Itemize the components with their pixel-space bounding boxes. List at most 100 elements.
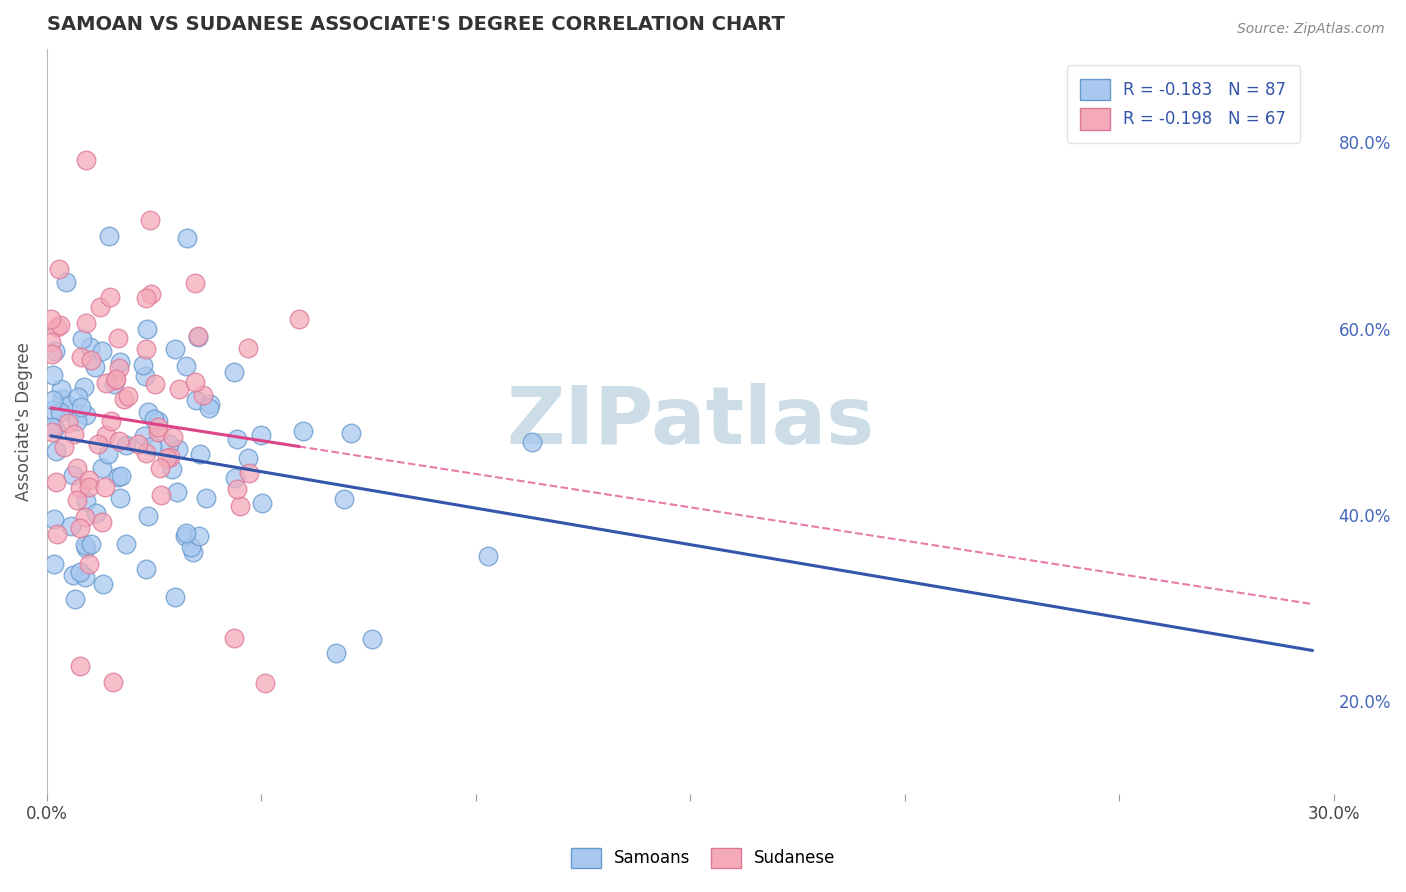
Point (250, 496, 273, 510)
Point (44, 512, 66, 526)
Point (59, 519, 82, 533)
Point (39, 312, 62, 326)
Point (115, 537, 138, 551)
Point (41, 425, 63, 440)
Point (117, 389, 139, 403)
Point (45, 320, 67, 334)
Point (75, 541, 97, 555)
Point (149, 488, 172, 502)
Point (224, 471, 246, 485)
Point (39, 335, 62, 350)
Point (87, 437, 110, 451)
Point (224, 365, 246, 379)
Point (104, 373, 127, 387)
Point (180, 540, 202, 554)
Point (48, 262, 70, 277)
Point (42, 393, 65, 408)
Point (142, 412, 165, 426)
Point (225, 432, 247, 446)
Point (135, 342, 157, 356)
Point (325, 646, 347, 660)
Point (42, 368, 65, 382)
Point (139, 212, 162, 227)
Point (112, 392, 135, 407)
Point (101, 675, 124, 690)
Point (89, 300, 111, 314)
Point (69, 481, 91, 495)
Point (187, 328, 209, 343)
Point (292, 424, 315, 438)
Point (141, 439, 163, 453)
Point (135, 291, 157, 305)
Point (42, 557, 65, 571)
Legend: R = -0.183   N = 87, R = -0.198   N = 67: R = -0.183 N = 87, R = -0.198 N = 67 (1067, 65, 1299, 143)
Point (108, 355, 131, 369)
Point (77, 558, 100, 572)
Point (98, 290, 121, 304)
Point (194, 491, 217, 505)
Point (146, 419, 169, 434)
Point (238, 466, 260, 480)
Point (49, 405, 72, 419)
Point (163, 591, 186, 605)
Point (166, 485, 188, 500)
Point (360, 632, 382, 647)
Point (108, 434, 131, 448)
Point (51, 392, 73, 406)
Point (53, 440, 76, 454)
Point (75, 570, 97, 584)
Point (73, 538, 96, 552)
Text: Source: ZipAtlas.com: Source: ZipAtlas.com (1237, 22, 1385, 37)
Point (66, 493, 89, 508)
Point (138, 508, 160, 523)
Point (143, 377, 166, 392)
Point (181, 545, 204, 559)
Point (197, 401, 219, 415)
Point (41, 346, 63, 360)
Point (69, 400, 91, 414)
Point (77, 473, 100, 487)
Point (69, 566, 91, 580)
Point (98, 228, 121, 243)
Point (134, 369, 156, 384)
Point (49, 383, 72, 397)
Point (107, 331, 129, 345)
Point (69, 521, 91, 535)
Point (79, 340, 101, 354)
Point (138, 405, 160, 419)
Point (148, 414, 170, 428)
Point (69, 351, 91, 365)
Point (46, 527, 69, 541)
Point (94, 376, 117, 391)
Point (75, 494, 97, 508)
Point (75, 316, 97, 330)
Point (135, 562, 157, 576)
Point (80, 537, 103, 551)
Point (55, 275, 77, 289)
Text: SAMOAN VS SUDANESE ASSOCIATE'S DEGREE CORRELATION CHART: SAMOAN VS SUDANESE ASSOCIATE'S DEGREE CO… (46, 15, 785, 34)
Point (45, 444, 67, 458)
Point (135, 446, 157, 460)
Point (73, 380, 96, 394)
Point (135, 322, 157, 336)
Point (73, 509, 96, 524)
Point (176, 230, 198, 244)
Point (67, 390, 90, 404)
Point (94, 480, 117, 494)
Point (77, 480, 100, 494)
Y-axis label: Associate's Degree: Associate's Degree (15, 343, 32, 501)
Point (58, 416, 80, 430)
Point (90, 515, 112, 529)
Point (159, 450, 181, 465)
Point (44, 343, 66, 358)
Point (107, 470, 129, 484)
Point (132, 429, 155, 443)
Point (70, 332, 93, 346)
Point (228, 499, 250, 513)
Point (91, 343, 114, 358)
Point (184, 392, 207, 407)
Point (103, 376, 125, 391)
Point (94, 428, 117, 442)
Point (167, 382, 190, 396)
Point (91, 461, 114, 475)
